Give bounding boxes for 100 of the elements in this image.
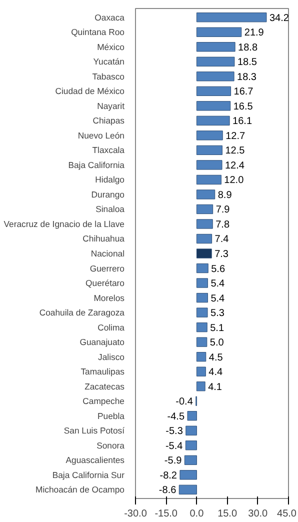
y-tick-label: Guerrero (90, 263, 125, 274)
bar (196, 248, 212, 258)
data-label: 4.5 (208, 352, 224, 364)
data-label: 12.5 (225, 146, 246, 157)
data-label: 5.0 (210, 338, 224, 349)
bar (187, 411, 197, 421)
y-tick-label: Yucatán (93, 56, 125, 67)
data-label: 12.0 (224, 175, 244, 186)
y-tick-label: Puebla (98, 410, 125, 421)
x-tick-label: 30.0 (248, 508, 268, 520)
y-tick-label: Baja California Sur (52, 470, 125, 480)
y-tick-label: Durango (91, 189, 125, 200)
data-label: 4.4 (208, 367, 224, 378)
data-label: -4.5 (167, 411, 185, 422)
x-tick-label: -30.0 (124, 508, 148, 520)
bar (196, 72, 234, 82)
bar (196, 366, 206, 376)
y-tick-label: Nacional (90, 248, 125, 258)
bar (196, 145, 222, 156)
y-tick-label: Coahuila de Zaragoza (39, 308, 125, 318)
data-label: 5.3 (210, 308, 225, 320)
y-tick-label: Colima (98, 322, 125, 332)
data-label: 18.8 (238, 42, 258, 54)
bar (196, 101, 231, 111)
bar (196, 263, 208, 274)
y-tick-label: Jalisco (98, 352, 125, 362)
y-tick-label: Quintana Roo (71, 27, 125, 38)
data-label: -5.4 (165, 440, 184, 452)
y-tick-label: Nayarit (97, 100, 126, 111)
bar (196, 160, 222, 170)
y-tick-label: Querétaro (86, 278, 125, 288)
bar (196, 42, 236, 52)
y-tick-label: Guanajuato (80, 337, 125, 348)
data-label: 7.3 (214, 249, 229, 260)
data-label: 16.7 (234, 86, 254, 98)
x-tick-label: 45.0 (277, 508, 297, 520)
bar (196, 382, 206, 392)
y-tick-label: Sinaloa (96, 204, 125, 214)
y-tick-label: Tabasco (92, 71, 125, 82)
bar (196, 352, 206, 362)
data-label: 7.8 (216, 219, 230, 230)
bar (196, 12, 267, 22)
data-label: 16.1 (232, 116, 252, 128)
y-tick-label: Zacatecas (84, 381, 126, 392)
y-tick-label: Tamaulipas (80, 366, 126, 377)
x-tick-label: 15.0 (218, 508, 238, 520)
data-label: 16.5 (233, 101, 254, 112)
data-label: 34.2 (269, 12, 290, 24)
data-label: 5.1 (210, 322, 224, 334)
data-label: -5.9 (164, 456, 182, 467)
bar (196, 204, 214, 214)
y-tick-label: Morelos (94, 292, 126, 303)
data-label: 8.9 (218, 190, 232, 201)
data-label: 4.1 (208, 382, 222, 393)
bar (196, 219, 213, 229)
data-label: 18.3 (237, 72, 257, 83)
data-label: -0.4 (176, 396, 194, 408)
data-label: 12.7 (226, 130, 246, 142)
x-tick-label: -15.0 (154, 508, 178, 520)
y-tick-label: Veracruz de Ignacio de la Llave (4, 218, 125, 229)
data-label: -8.6 (158, 485, 177, 496)
y-tick-label: Chiapas (92, 116, 126, 126)
y-tick-label: Sonora (96, 440, 125, 450)
y-tick-label: Nuevo León (78, 130, 125, 140)
bar (196, 308, 208, 318)
bar (196, 56, 235, 66)
data-label: 5.4 (210, 278, 226, 290)
bar (185, 440, 197, 450)
bar (196, 278, 208, 288)
bar (184, 455, 197, 465)
y-tick-label: México (97, 42, 125, 52)
bar (196, 337, 208, 347)
bar (196, 130, 223, 140)
x-tick-label: 0.0 (190, 508, 204, 520)
y-tick-label: Campeche (82, 396, 125, 406)
data-label: 7.4 (214, 234, 230, 246)
bar (186, 426, 197, 436)
data-label: 12.4 (224, 160, 245, 172)
data-label: -5.3 (166, 426, 184, 438)
y-tick-label: Oaxaca (94, 12, 125, 22)
bar (178, 484, 197, 494)
y-tick-label: Tlaxcala (92, 145, 125, 156)
y-tick-label: San Luis Potosí (64, 426, 126, 436)
y-tick-label: Chihuahua (82, 234, 125, 244)
y-tick-label: Michoacán de Ocampo (35, 484, 125, 495)
data-label: 18.5 (237, 57, 258, 68)
bar (196, 86, 232, 96)
y-tick-label: Hidalgo (95, 174, 125, 185)
data-label: -8.2 (160, 470, 178, 482)
bar (180, 470, 197, 480)
data-label: 5.6 (211, 264, 226, 275)
bar (196, 234, 212, 244)
data-label: 21.9 (244, 28, 264, 39)
y-tick-label: Ciudad de México (55, 86, 125, 96)
bar (196, 27, 242, 37)
bar (196, 322, 208, 332)
data-label: 7.9 (216, 204, 230, 216)
bar (196, 174, 222, 185)
bar (196, 116, 230, 126)
y-tick-label: Aguascalientes (66, 455, 126, 466)
